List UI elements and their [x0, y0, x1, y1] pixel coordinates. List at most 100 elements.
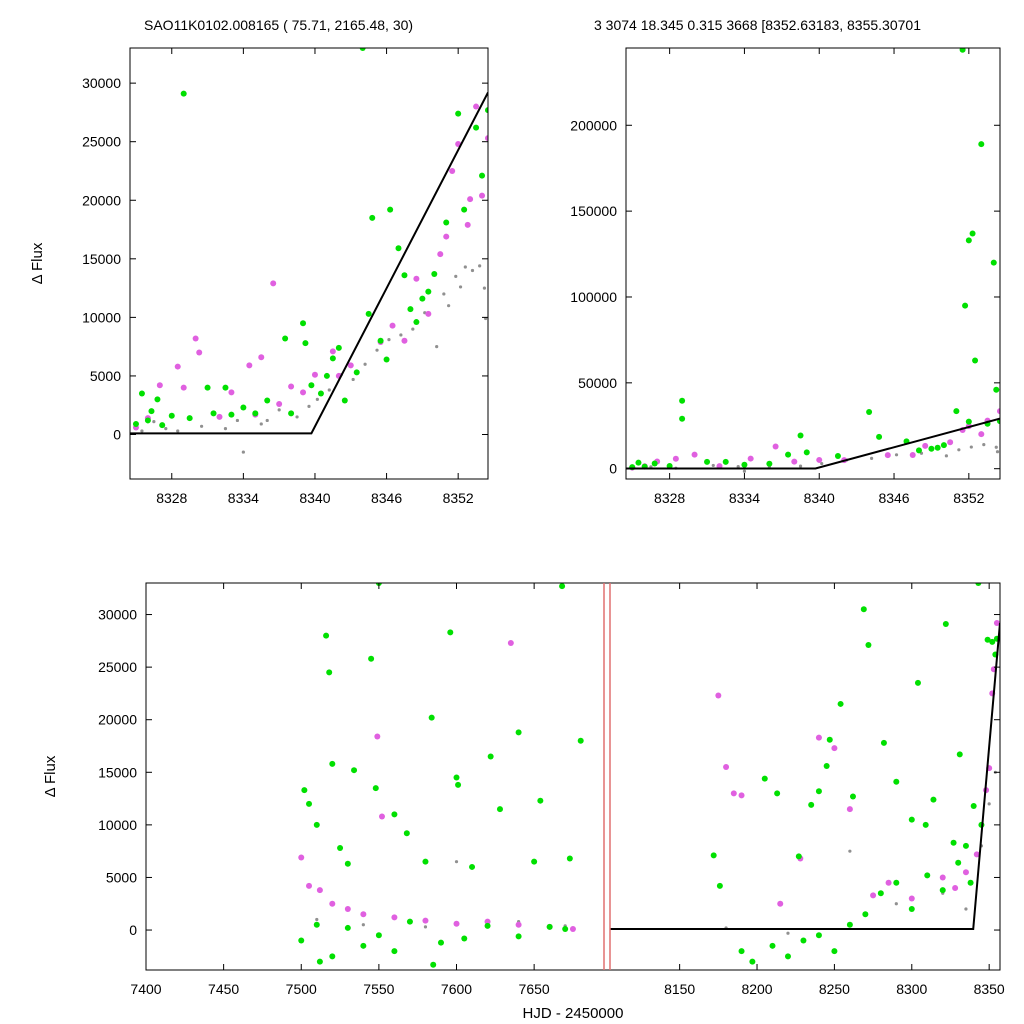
- zoom-right-point-green: [965, 237, 972, 244]
- full-lightcurve-point-magenta: [885, 879, 892, 886]
- zoom-right-point-green: [940, 442, 947, 449]
- full-lightcurve-point-green: [496, 806, 503, 813]
- full-lightcurve-point-green: [531, 858, 538, 865]
- zoom-right-chart: 8328 8334 8340 8346 8352 0 50000 100000 150000 20…: [570, 47, 1001, 506]
- full-lightcurve-point-green: [484, 922, 491, 929]
- full-lightcurve-point-green: [487, 753, 494, 760]
- full-lightcurve-point-green: [815, 932, 822, 939]
- full-lightcurve-point-green: [761, 775, 768, 782]
- zoom-left-point-green: [407, 306, 414, 313]
- zoom-right-point-green: [741, 461, 748, 468]
- full-lightcurve-point-magenta: [939, 874, 946, 881]
- zoom-left-point-green: [387, 206, 394, 213]
- full-lightcurve-point-magenta: [846, 806, 853, 813]
- full-lightcurve-point-green: [975, 583, 982, 586]
- full-lightcurve-ylabel: Δ Flux: [42, 755, 59, 797]
- full-lightcurve-xtick-label: 8300: [896, 981, 927, 997]
- full-lightcurve-point-magenta: [993, 619, 1000, 626]
- zoom-right-point-magenta: [672, 455, 679, 462]
- zoom-right-point-green: [679, 415, 686, 422]
- full-lightcurve-point-magenta: [815, 734, 822, 741]
- zoom-left-point-gray: [277, 408, 281, 412]
- zoom-right-point-green: [876, 433, 883, 440]
- zoom-left-model-line: [130, 92, 488, 435]
- zoom-left-ytick-label: 30000: [82, 75, 121, 91]
- zoom-left-xtick-label: 8346: [371, 490, 402, 506]
- zoom-left-point-gray: [375, 348, 379, 352]
- full-lightcurve-point-green: [360, 942, 367, 949]
- zoom-right-point-gray: [798, 464, 803, 468]
- full-lightcurve-point-green: [914, 679, 921, 686]
- full-lightcurve-point-magenta: [378, 813, 385, 820]
- zoom-right-point-gray: [736, 465, 740, 469]
- full-lightcurve-point-magenta: [507, 639, 514, 646]
- full-lightcurve-point-green: [815, 788, 822, 795]
- zoom-left-point-green: [210, 410, 217, 417]
- zoom-left-point-green: [461, 206, 468, 213]
- zoom-left-point-gray: [241, 450, 245, 454]
- full-lightcurve-point-magenta: [422, 917, 429, 924]
- zoom-left-point-gray: [315, 397, 319, 401]
- zoom-left-point-green: [353, 369, 360, 376]
- zoom-left-point-green: [485, 107, 488, 114]
- zoom-left-ytick-label: 5000: [90, 368, 121, 384]
- full-lightcurve-chart: 7400 7450 7500 7550 7600 7650 8150 8200 8250 8300…: [42, 582, 1005, 1022]
- zoom-left-chart: 8328 8334 8340 8346 8352 0 5000 10000 15000 20000…: [29, 47, 489, 506]
- zoom-left-point-gray: [442, 292, 446, 296]
- full-lightcurve-point-green: [344, 924, 351, 931]
- zoom-left-point-green: [138, 390, 145, 397]
- zoom-left-point-gray: [463, 265, 467, 269]
- full-lightcurve-point-gray: [786, 931, 790, 935]
- full-lightcurve-point-magenta: [374, 733, 381, 740]
- zoom-left-point-gray: [399, 333, 403, 337]
- full-lightcurve-point-green: [391, 811, 398, 818]
- zoom-right-point-green: [785, 451, 792, 458]
- zoom-left-point-green: [288, 410, 295, 417]
- full-lightcurve-series-green: [298, 583, 1000, 968]
- full-lightcurve-point-green: [447, 629, 454, 636]
- zoom-left-point-magenta: [413, 275, 420, 282]
- zoom-left-point-green: [473, 124, 480, 131]
- zoom-left-point-green: [308, 382, 315, 389]
- full-lightcurve-point-green: [313, 821, 320, 828]
- zoom-right-ytick-label: 150000: [570, 203, 617, 219]
- zoom-left-point-magenta: [300, 389, 307, 396]
- full-lightcurve-point-green: [967, 879, 974, 886]
- full-lightcurve-point-magenta: [569, 925, 576, 932]
- zoom-left-frame: [129, 47, 489, 480]
- full-lightcurve-xtick-label: 8350: [974, 981, 1005, 997]
- full-lightcurve-point-green: [774, 790, 781, 797]
- full-lightcurve-point-green: [846, 921, 853, 928]
- zoom-right-point-green: [965, 418, 972, 425]
- full-lightcurve-point-magenta: [484, 918, 491, 925]
- full-lightcurve-xtick-label: 7500: [286, 981, 317, 997]
- zoom-right-ytick-label: 200000: [570, 117, 617, 133]
- zoom-right-point-gray: [982, 443, 986, 447]
- zoom-right-point-green: [978, 141, 985, 148]
- zoom-left-point-magenta: [246, 362, 253, 369]
- full-lightcurve-point-green: [316, 958, 323, 965]
- full-lightcurve-point-green: [559, 583, 566, 590]
- full-lightcurve-point-magenta: [344, 906, 351, 913]
- full-lightcurve-point-green: [372, 785, 379, 792]
- full-lightcurve-xtick-label: 7650: [519, 981, 550, 997]
- full-lightcurve-point-green: [453, 774, 460, 781]
- zoom-right-point-gray: [944, 454, 948, 458]
- zoom-left-point-magenta: [425, 310, 432, 317]
- full-lightcurve-ytick-label: 15000: [98, 764, 137, 780]
- full-lightcurve-ytick-label: 5000: [106, 869, 137, 885]
- zoom-left-point-green: [300, 320, 307, 327]
- zoom-left-point-magenta: [347, 362, 354, 369]
- zoom-left-point-magenta: [329, 348, 336, 355]
- full-lightcurve-point-gray: [964, 907, 968, 911]
- zoom-right-series-green: [629, 48, 1000, 471]
- full-lightcurve-point-green: [955, 859, 962, 866]
- zoom-right-point-green: [704, 458, 711, 465]
- zoom-right-xtick-label: 8340: [804, 490, 835, 506]
- full-lightcurve-point-green: [862, 911, 869, 918]
- full-lightcurve-point-green: [800, 937, 807, 944]
- full-lightcurve-point-green: [738, 948, 745, 955]
- full-lightcurve-point-gray: [315, 917, 319, 922]
- full-lightcurve-point-green: [306, 800, 313, 807]
